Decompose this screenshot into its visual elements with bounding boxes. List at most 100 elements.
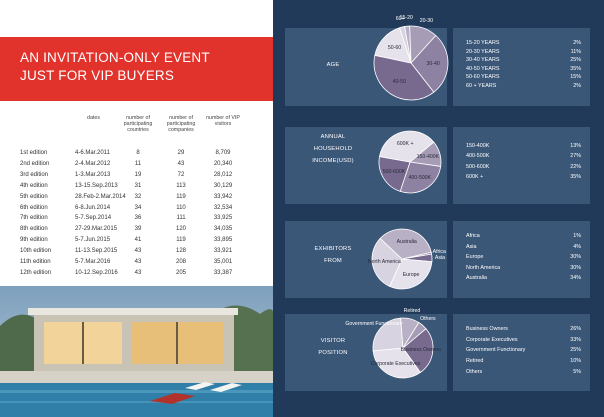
table-cell: 43 bbox=[134, 269, 142, 276]
pie-chart-position bbox=[372, 317, 434, 379]
legend-box-position bbox=[453, 314, 590, 391]
table-cell: 4-6.Mar.2011 bbox=[75, 150, 110, 156]
legend-label: 50-60 YEARS bbox=[466, 74, 500, 81]
legend-value: 34% bbox=[570, 275, 581, 281]
slice-label: Business Owners bbox=[400, 347, 442, 354]
table-row: 9th edition 5-7.Jun.2015 41 119 33,895 bbox=[0, 237, 273, 247]
table-cell: 128 bbox=[175, 248, 186, 255]
chart-title-income: ANNUAL bbox=[320, 134, 346, 140]
banner-title-line-1: AN INVITATION-ONLY EVENT bbox=[20, 50, 210, 65]
table-header-2: number of participating countries bbox=[123, 115, 153, 133]
legend-label: 30-40 YEARS bbox=[466, 57, 500, 64]
table-cell: 32 bbox=[134, 193, 142, 200]
table-cell: 111 bbox=[176, 215, 186, 222]
legend-value: 11% bbox=[570, 48, 581, 55]
legend-label: Africa bbox=[466, 233, 480, 239]
villa-photo bbox=[0, 286, 273, 417]
table-row: 10th edition 11-13.Sep.2015 43 128 33,921 bbox=[0, 248, 273, 258]
pie-slice bbox=[379, 228, 432, 260]
slice-label: Australia bbox=[396, 238, 417, 245]
left-page: AN INVITATION-ONLY EVENT JUST FOR VIP BU… bbox=[0, 0, 273, 417]
pie-slice bbox=[379, 130, 435, 163]
legend-value: 25% bbox=[570, 57, 581, 64]
edition-label: 11th edition bbox=[20, 259, 51, 265]
pie-slice bbox=[410, 34, 449, 93]
legend-label: Others bbox=[466, 368, 483, 375]
pie-slice bbox=[389, 258, 433, 290]
table-cell: 1-3.Mar.2013 bbox=[75, 171, 111, 178]
slice-label: Government Functionary bbox=[345, 320, 403, 327]
legend-value: 22% bbox=[570, 163, 581, 170]
chart-title-position: POSITION bbox=[318, 350, 348, 356]
table-cell: 8 bbox=[136, 150, 140, 156]
pie-slice bbox=[402, 321, 427, 349]
legend-value: 30% bbox=[570, 264, 581, 271]
table-cell: 30,129 bbox=[213, 182, 233, 189]
table-cell: 39 bbox=[134, 226, 142, 233]
table-cell: 72 bbox=[177, 171, 185, 178]
pie-slice bbox=[399, 26, 412, 64]
legend-value: 26% bbox=[570, 326, 581, 332]
edition-label: 12th edition bbox=[20, 269, 52, 276]
table-cell: 32,534 bbox=[213, 204, 233, 211]
table-cell: 33,942 bbox=[213, 193, 233, 200]
legend-box-income bbox=[453, 127, 590, 204]
edition-label: 1st edition bbox=[20, 150, 48, 156]
legend-value: 13% bbox=[570, 143, 581, 149]
table-cell: 36 bbox=[134, 215, 142, 222]
pie-chart-age bbox=[373, 25, 449, 101]
legend-value: 35% bbox=[570, 174, 581, 181]
table-cell: 34 bbox=[134, 204, 142, 211]
pie-chart-exhibitors bbox=[371, 228, 433, 290]
table-cell: 19 bbox=[134, 171, 142, 178]
slice-label: North America bbox=[367, 259, 401, 266]
table-cell: 28,012 bbox=[213, 171, 233, 178]
legend-value: 15% bbox=[570, 74, 581, 81]
legend-label: Asia bbox=[466, 243, 477, 250]
legend-value: 2% bbox=[573, 83, 581, 89]
edition-label: 5th edition bbox=[20, 193, 48, 200]
banner-title-line-2: JUST FOR VIP BUYERS bbox=[20, 68, 175, 83]
table-cell: 5-7.Mar.2016 bbox=[75, 259, 111, 265]
table-cell: 35,001 bbox=[213, 259, 233, 265]
edition-label: 3rd edition bbox=[20, 171, 49, 178]
table-cell: 5-7.Jun.2015 bbox=[75, 237, 111, 244]
chart-title-position: VISITOR bbox=[320, 338, 346, 344]
table-cell: 29 bbox=[177, 150, 185, 156]
table-cell: 119 bbox=[176, 237, 186, 244]
legend-label: 15-20 YEARS bbox=[466, 40, 500, 46]
legend-value: 1% bbox=[573, 233, 581, 239]
edition-label: 2nd edition bbox=[20, 160, 50, 167]
table-row: 4th edition 13-15.Sep.2013 31 113 30,129 bbox=[0, 183, 273, 193]
edition-label: 9th edition bbox=[20, 237, 48, 244]
edition-label: 4th edition bbox=[20, 182, 48, 189]
slice-label: Africa bbox=[432, 248, 446, 255]
slice-label: 60+ bbox=[395, 16, 405, 23]
slice-label: Others bbox=[420, 316, 436, 323]
table-row: 11th edition 5-7.Mar.2016 43 208 35,001 bbox=[0, 259, 273, 269]
table-cell: 208 bbox=[175, 259, 186, 265]
legend-label: Retired bbox=[466, 358, 484, 365]
table-cell: 41 bbox=[134, 237, 142, 244]
legend-value: 25% bbox=[570, 347, 581, 354]
pie-chart-income bbox=[378, 130, 442, 194]
legend-label: 40-50 YEARS bbox=[466, 65, 500, 72]
legend-label: 500-600K bbox=[466, 163, 490, 170]
table-cell: 205 bbox=[175, 269, 186, 276]
table-cell: 20,340 bbox=[213, 160, 233, 167]
legend-value: 10% bbox=[570, 358, 581, 365]
legend-label: Europe bbox=[466, 254, 484, 260]
legend-label: Business Owners bbox=[466, 326, 508, 332]
table-cell: 43 bbox=[134, 259, 142, 265]
table-cell: 8,709 bbox=[215, 150, 231, 156]
table-cell: 119 bbox=[176, 193, 186, 200]
table-row: 12th edition 10-12.Sep.2016 43 205 33,387 bbox=[0, 270, 273, 280]
legend-label: 600K + bbox=[466, 174, 484, 181]
table-row: 7th edition 5-7.Sep.2014 36 111 33,925 bbox=[0, 215, 273, 225]
table-cell: 27-29.Mar.2015 bbox=[75, 226, 118, 233]
slice-label: 15-20 bbox=[399, 15, 413, 22]
table-row: 8th edition 27-29.Mar.2015 39 120 34,035 bbox=[0, 226, 273, 236]
table-cell: 31 bbox=[134, 182, 142, 189]
table-cell: 28.Feb-2.Mar.2014 bbox=[75, 193, 126, 200]
table-cell: 43 bbox=[134, 248, 142, 255]
